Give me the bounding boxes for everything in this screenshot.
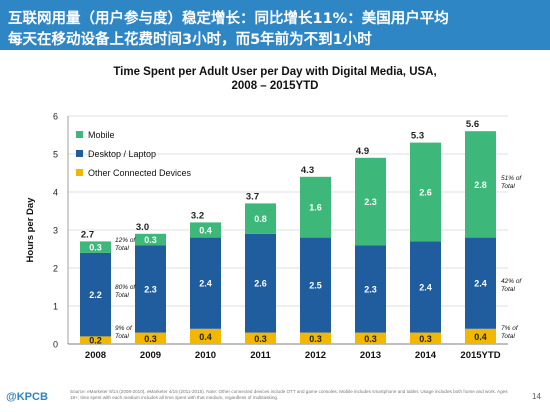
bar-value-label: 2.4 [199, 279, 212, 289]
bar-value-label: 0.3 [144, 235, 157, 245]
bar-segment [300, 332, 331, 344]
bar-segment [465, 237, 496, 329]
source-note: Source: eMarketer 9/14 (2008-2010), eMar… [70, 389, 508, 400]
bar-value-label: 0.3 [419, 334, 432, 344]
y-axis-title: Hours per Day [25, 197, 36, 263]
y-tick-label: 6 [53, 112, 58, 122]
annotation-2015-mobile: 51% of [501, 175, 522, 182]
legend-swatch [76, 169, 83, 176]
bar-total-label: 3.2 [191, 210, 204, 221]
bar-value-label: 2.8 [474, 180, 487, 190]
bar-value-label: 2.3 [364, 284, 377, 294]
bar-segment [135, 245, 166, 333]
x-tick-label: 2010 [195, 350, 216, 361]
y-tick-label: 2 [53, 264, 58, 274]
bar-segment [135, 332, 166, 344]
bar-value-label: 2.6 [254, 279, 267, 289]
bar-segment [80, 241, 111, 253]
bar-segment [355, 157, 386, 246]
x-tick-label: 2014 [415, 350, 437, 361]
bar-segment [245, 233, 276, 333]
legend-swatch [76, 150, 83, 157]
bar-value-label: 2.3 [364, 197, 377, 207]
bar-total-label: 4.3 [301, 165, 314, 176]
stacked-bar-chart: Time Spent per Adult User per Day with D… [25, 66, 522, 361]
bar-segment [355, 245, 386, 333]
x-tick-label: 2015YTD [460, 350, 500, 361]
page-number: 14 [532, 392, 541, 401]
bar-value-label: 0.3 [364, 334, 377, 344]
annotation-2015-mobile: Total [501, 183, 515, 190]
y-tick-label: 1 [53, 302, 58, 312]
bar-value-label: 1.6 [309, 203, 322, 213]
annotation-2008-other: 9% of [115, 325, 133, 332]
bar-value-label: 0.4 [199, 226, 212, 236]
chart-title-line-2: 2008 – 2015YTD [232, 80, 319, 92]
bar-segment [465, 131, 496, 238]
x-tick-label: 2008 [85, 350, 106, 361]
x-tick-label: 2009 [140, 350, 161, 361]
x-tick-label: 2012 [305, 350, 326, 361]
bar-segment [80, 252, 111, 337]
kpcb-logo: @KPCB [6, 391, 48, 403]
bar-value-label: 2.2 [89, 290, 102, 300]
annotation-2008-other: Total [115, 333, 129, 340]
bar-segment [80, 336, 111, 344]
legend-label: Desktop / Laptop [88, 149, 156, 159]
bar-value-label: 0.4 [474, 332, 487, 342]
bar-segment [190, 328, 221, 344]
bar-segment [300, 237, 331, 333]
bar-value-label: 2.6 [419, 188, 432, 198]
x-tick-label: 2013 [360, 350, 381, 361]
bar-segment [465, 328, 496, 344]
bar-value-label: 0.3 [309, 334, 322, 344]
bar-total-label: 5.6 [466, 119, 479, 130]
bar-value-label: 0.4 [199, 332, 212, 342]
y-tick-label: 5 [53, 150, 58, 160]
bar-total-label: 3.7 [246, 191, 259, 202]
annotation-2015-desktop: 42% of [501, 278, 522, 285]
annotation-2015-desktop: Total [501, 286, 515, 293]
bar-value-label: 0.2 [89, 336, 102, 346]
y-tick-label: 0 [53, 340, 58, 350]
bar-segment [355, 332, 386, 344]
bar-segment [245, 203, 276, 234]
bar-total-label: 2.7 [81, 229, 94, 240]
bar-total-label: 5.3 [411, 131, 424, 142]
annotation-2008-mobile: 12% of [115, 237, 136, 244]
y-tick-label: 4 [53, 188, 58, 198]
bar-value-label: 2.5 [309, 281, 322, 291]
x-tick-label: 2011 [250, 350, 271, 361]
annotation-2008-desktop: Total [115, 292, 129, 299]
annotation-2015-other: 7% of [501, 325, 519, 332]
bar-segment [245, 332, 276, 344]
bar-value-label: 0.8 [254, 214, 267, 224]
bar-total-label: 3.0 [136, 222, 149, 233]
bar-segment [410, 142, 441, 242]
bar-value-label: 2.4 [474, 279, 487, 289]
legend-label: Other Connected Devices [88, 168, 192, 178]
annotation-2008-mobile: Total [115, 245, 129, 252]
bar-value-label: 2.4 [419, 283, 432, 293]
bar-value-label: 0.3 [144, 334, 157, 344]
bar-value-label: 0.3 [254, 334, 267, 344]
bar-value-label: 0.3 [89, 243, 102, 253]
bar-segment [135, 233, 166, 246]
slide-title-bar: 互联网用量（用户参与度）稳定增长：同比增长11%：美国用户平均 每天在移动设备上… [0, 0, 550, 50]
bar-segment [300, 176, 331, 238]
bar-total-label: 4.9 [356, 146, 369, 157]
bar-segment [190, 222, 221, 238]
bar-segment [410, 332, 441, 344]
slide-title-line-2: 每天在移动设备上花费时间3小时，而5年前为不到1小时 [8, 32, 372, 48]
y-tick-label: 3 [53, 226, 58, 236]
annotation-2015-other: Total [501, 333, 515, 340]
legend-swatch [76, 131, 83, 138]
bar-value-label: 2.3 [144, 284, 157, 294]
annotation-2008-desktop: 80% of [115, 284, 136, 291]
bar-segment [410, 241, 441, 333]
slide-title-line-1: 互联网用量（用户参与度）稳定增长：同比增长11%：美国用户平均 [8, 11, 449, 27]
bar-segment [190, 237, 221, 329]
legend-label: Mobile [88, 130, 115, 140]
chart-title-line-1: Time Spent per Adult User per Day with D… [113, 66, 436, 78]
